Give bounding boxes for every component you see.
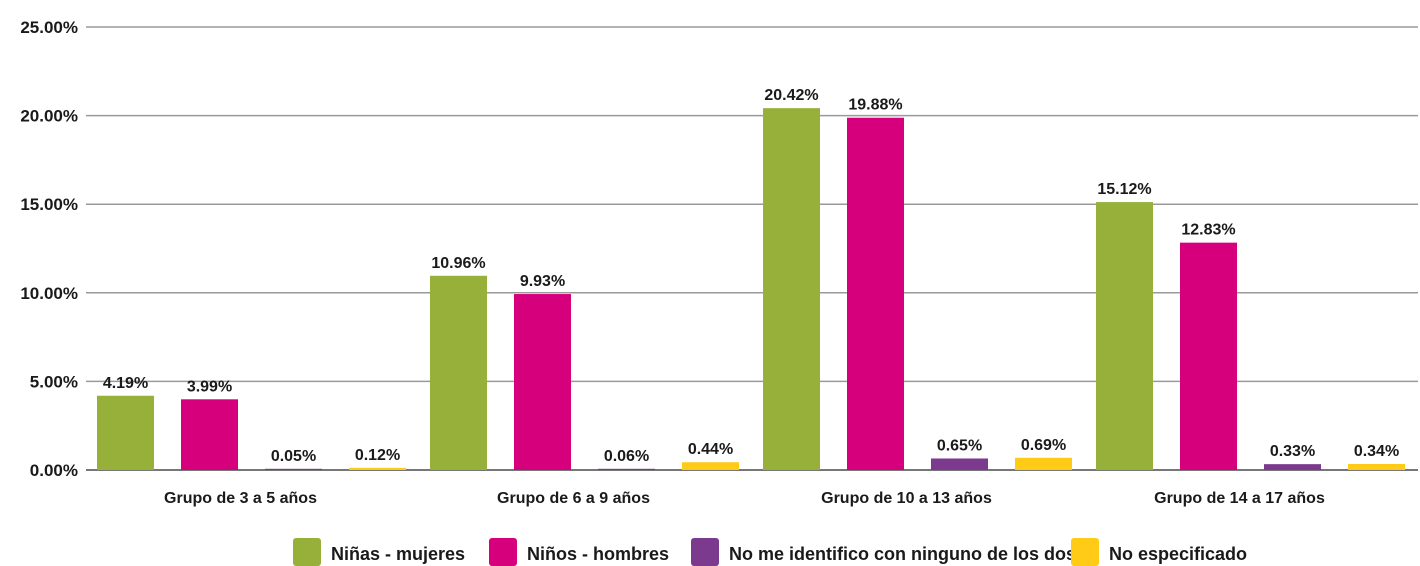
bar-series-1-cat-2: [847, 117, 904, 470]
bar-series-2-cat-3: [1264, 464, 1321, 470]
y-tick-label: 20.00%: [20, 107, 78, 126]
bar-value-label: 12.83%: [1181, 222, 1235, 239]
legend-label-2: No me identifico con ninguno de los dos: [729, 544, 1076, 564]
y-tick-label: 15.00%: [20, 195, 78, 214]
bar-series-0-cat-2: [763, 108, 820, 471]
legend-label-0: Niñas - mujeres: [331, 544, 465, 564]
bar-value-label: 4.19%: [103, 375, 148, 392]
legend-swatch-3: [1071, 538, 1099, 566]
bar-series-2-cat-2: [931, 458, 988, 470]
legend-swatch-1: [489, 538, 517, 566]
value-labels: 4.19% 3.99% 0.05% 0.12% 10.96% 9.93% 0.06% 0.44…: [103, 87, 1399, 465]
bar-value-label: 0.34%: [1354, 443, 1399, 460]
bar-value-label: 19.88%: [848, 97, 902, 114]
bar-value-label: 0.69%: [1021, 437, 1066, 454]
bar-series-0-cat-3: [1096, 202, 1153, 470]
bar-value-label: 15.12%: [1097, 181, 1151, 198]
bar-value-label: 3.99%: [187, 378, 232, 395]
category-labels: Grupo de 3 a 5 años Grupo de 6 a 9 años Gr…: [164, 490, 1325, 507]
y-tick-label: 25.00%: [20, 18, 78, 37]
bar-value-label: 0.06%: [604, 448, 649, 465]
legend-swatch-0: [293, 538, 321, 566]
bar-series-1-cat-0: [181, 399, 238, 470]
bar-value-label: 0.05%: [271, 448, 316, 465]
bar-value-label: 10.96%: [431, 255, 485, 272]
bar-series-2-cat-1: [598, 468, 655, 470]
y-axis-tick-labels: 0.00% 5.00% 10.00% 15.00% 20.00% 25.00%: [20, 18, 78, 480]
bar-series-3-cat-2: [1015, 457, 1072, 470]
bar-series-3-cat-3: [1348, 463, 1405, 470]
category-label: Grupo de 10 a 13 años: [821, 490, 992, 507]
bar-series-3-cat-1: [682, 462, 739, 470]
y-tick-label: 10.00%: [20, 284, 78, 303]
category-label: Grupo de 14 a 17 años: [1154, 490, 1325, 507]
legend-label-3: No especificado: [1109, 544, 1247, 564]
y-tick-label: 0.00%: [30, 461, 78, 480]
bar-series-2-cat-0: [265, 468, 322, 470]
bar-series-1-cat-3: [1180, 242, 1237, 470]
bar-value-label: 9.93%: [520, 273, 565, 290]
bar-value-label: 0.33%: [1270, 443, 1315, 460]
legend-label-1: Niños - hombres: [527, 544, 669, 564]
bar-series-0-cat-0: [97, 395, 154, 470]
bar-value-label: 20.42%: [764, 87, 818, 104]
legend-swatch-2: [691, 538, 719, 566]
bar-series-3-cat-0: [349, 467, 406, 470]
category-label: Grupo de 3 a 5 años: [164, 490, 317, 507]
bars: [97, 108, 1405, 471]
y-tick-label: 5.00%: [30, 372, 78, 391]
bar-value-label: 0.12%: [355, 447, 400, 464]
bar-value-label: 0.65%: [937, 437, 982, 454]
legend: Niñas - mujeres Niños - hombres No me iden…: [293, 538, 1247, 566]
bar-series-0-cat-1: [430, 275, 487, 470]
bar-series-1-cat-1: [514, 294, 571, 470]
bar-value-label: 0.44%: [688, 441, 733, 458]
category-label: Grupo de 6 a 9 años: [497, 490, 650, 507]
